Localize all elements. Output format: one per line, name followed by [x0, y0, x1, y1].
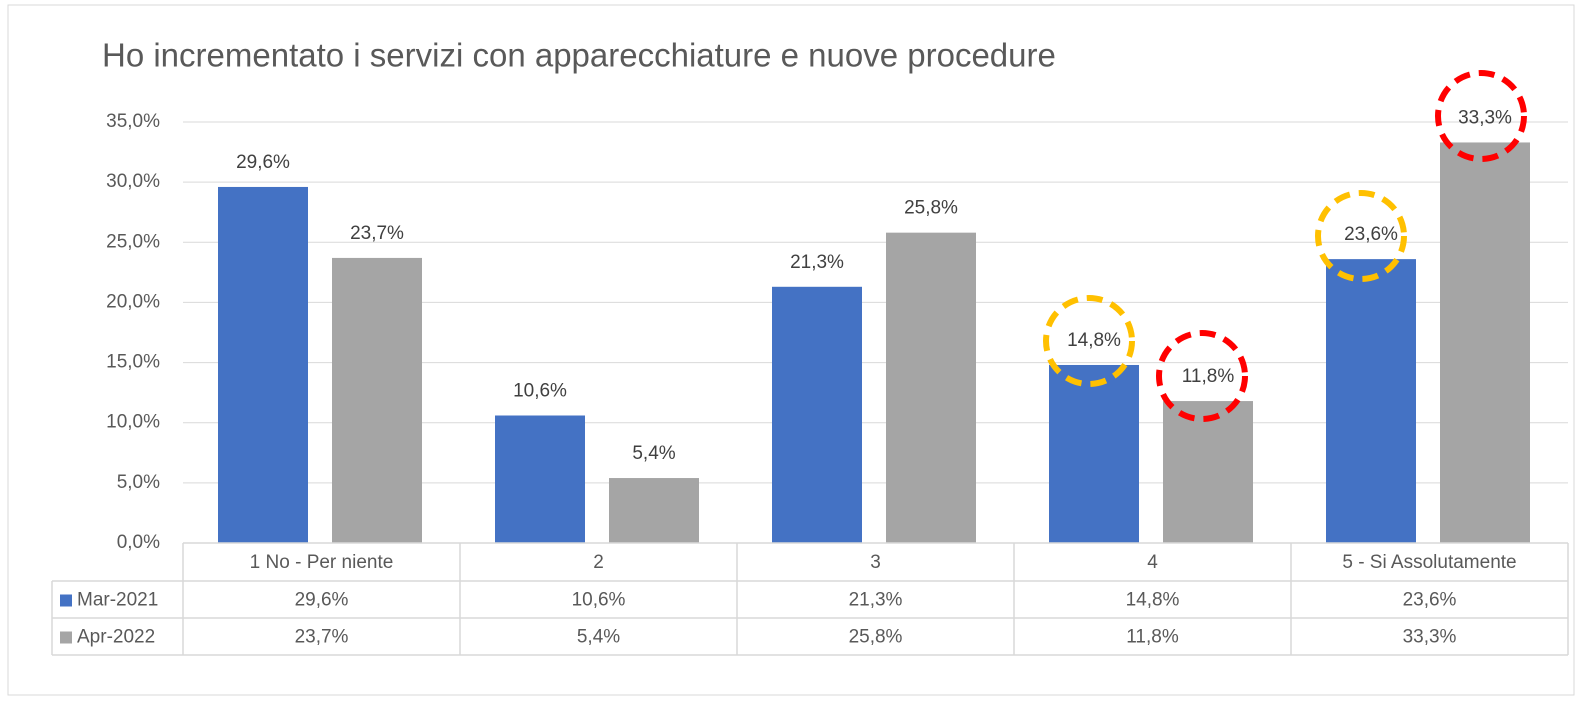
bar [1049, 364, 1139, 543]
highlight-circle [1156, 330, 1248, 422]
table-cell: 10,6% [572, 590, 626, 611]
table-cell: 29,6% [295, 590, 349, 611]
y-tick-label: 25,0% [106, 231, 160, 252]
table-cell: 25,8% [849, 627, 903, 648]
x-tick-label: 4 [1147, 552, 1158, 573]
table-cell: 14,8% [1126, 590, 1180, 611]
data-label: 11,8% [1182, 366, 1235, 387]
x-tick-label: 1 No - Per niente [250, 552, 394, 573]
table-cell: 11,8% [1126, 627, 1179, 648]
y-tick-label: 35,0% [106, 111, 160, 132]
y-tick-label: 15,0% [106, 352, 160, 373]
data-label: 14,8% [1067, 330, 1121, 351]
y-tick-label: 30,0% [106, 171, 160, 192]
x-tick-label: 5 - Si Assolutamente [1342, 552, 1516, 573]
x-tick-label: 2 [593, 552, 604, 573]
highlight-circle [1043, 295, 1135, 387]
table-cell: 23,6% [1403, 590, 1457, 611]
bar [1440, 142, 1530, 543]
data-label: 29,6% [236, 152, 290, 173]
bar [332, 257, 422, 543]
bar [886, 232, 976, 544]
legend-label: Apr-2022 [77, 627, 155, 648]
y-tick-label: 5,0% [117, 472, 160, 493]
data-label: 5,4% [632, 443, 675, 464]
legend-swatch [60, 631, 72, 644]
x-tick-label: 3 [870, 552, 881, 573]
chart-border [7, 4, 1575, 696]
bar [1163, 401, 1253, 543]
highlight-circle [1315, 190, 1407, 282]
table-cell: 23,7% [295, 627, 349, 648]
legend-swatch [60, 594, 72, 607]
table-cell: 5,4% [577, 627, 620, 648]
legend-label: Mar-2021 [77, 590, 158, 611]
chart-title: Ho incrementato i servizi con apparecchi… [102, 37, 1056, 74]
bar [1326, 259, 1416, 543]
data-label: 23,6% [1344, 224, 1398, 245]
table-cell: 21,3% [849, 590, 903, 611]
data-label: 10,6% [513, 381, 567, 402]
y-tick-label: 0,0% [117, 532, 160, 553]
y-tick-label: 20,0% [106, 291, 160, 312]
data-label: 21,3% [790, 252, 844, 273]
y-tick-label: 10,0% [106, 412, 160, 433]
bar [772, 286, 862, 543]
highlight-circle [1435, 70, 1527, 162]
data-label: 25,8% [904, 198, 958, 219]
bar [495, 415, 585, 543]
table-cell: 33,3% [1403, 627, 1457, 648]
bar [609, 478, 699, 543]
data-label: 33,3% [1458, 107, 1512, 128]
data-label: 23,7% [350, 223, 404, 244]
bar [218, 186, 308, 543]
